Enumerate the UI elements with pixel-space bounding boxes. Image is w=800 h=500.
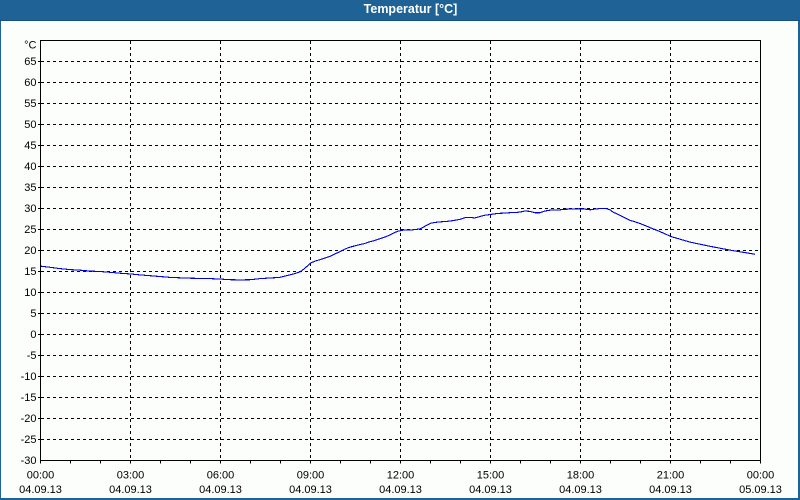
svg-text:04.09.13: 04.09.13	[379, 484, 422, 496]
svg-text:35: 35	[24, 182, 36, 194]
svg-text:15: 15	[24, 266, 36, 278]
svg-text:06:00: 06:00	[207, 470, 235, 482]
svg-text:00:00: 00:00	[27, 470, 55, 482]
svg-text:50: 50	[24, 119, 36, 131]
svg-text:18:00: 18:00	[567, 470, 595, 482]
svg-text:04.09.13: 04.09.13	[19, 484, 62, 496]
svg-text:04.09.13: 04.09.13	[559, 484, 602, 496]
svg-text:-20: -20	[21, 413, 37, 425]
svg-text:-5: -5	[27, 350, 37, 362]
svg-text:30: 30	[24, 203, 36, 215]
svg-text:05.09.13: 05.09.13	[739, 484, 782, 496]
svg-text:04.09.13: 04.09.13	[109, 484, 152, 496]
svg-text:10: 10	[24, 287, 36, 299]
svg-text:04.09.13: 04.09.13	[289, 484, 332, 496]
svg-text:5: 5	[30, 308, 36, 320]
svg-text:00:00: 00:00	[747, 470, 775, 482]
svg-text:04.09.13: 04.09.13	[469, 484, 512, 496]
svg-text:12:00: 12:00	[387, 470, 415, 482]
svg-text:55: 55	[24, 98, 36, 110]
svg-text:40: 40	[24, 161, 36, 173]
svg-text:-30: -30	[21, 455, 37, 467]
svg-text:0: 0	[30, 329, 36, 341]
svg-text:45: 45	[24, 140, 36, 152]
svg-text:-25: -25	[21, 434, 37, 446]
svg-text:-10: -10	[21, 371, 37, 383]
svg-text:-15: -15	[21, 392, 37, 404]
svg-text:04.09.13: 04.09.13	[199, 484, 242, 496]
svg-text:21:00: 21:00	[657, 470, 685, 482]
svg-text:04.09.13: 04.09.13	[649, 484, 692, 496]
svg-text:°C: °C	[24, 40, 36, 52]
svg-text:25: 25	[24, 224, 36, 236]
svg-text:20: 20	[24, 245, 36, 257]
svg-text:60: 60	[24, 77, 36, 89]
svg-text:15:00: 15:00	[477, 470, 505, 482]
svg-text:65: 65	[24, 56, 36, 68]
svg-text:03:00: 03:00	[117, 470, 145, 482]
svg-text:09:00: 09:00	[297, 470, 325, 482]
